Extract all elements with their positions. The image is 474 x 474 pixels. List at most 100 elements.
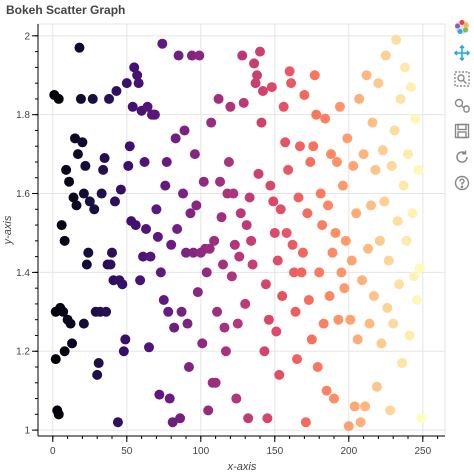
scatter-point (124, 141, 135, 152)
scatter-point (289, 267, 300, 278)
x-axis-label: x-axis (227, 461, 257, 473)
reset-tool-icon[interactable] (449, 144, 474, 170)
scatter-point (367, 117, 378, 128)
scatter-point (241, 220, 252, 231)
scatter-point (345, 314, 356, 325)
scatter-point (376, 338, 387, 349)
scatter-point (397, 358, 408, 369)
scatter-point (232, 318, 243, 329)
scatter-point (145, 251, 156, 262)
scatter-point (361, 70, 372, 81)
scatter-point (84, 196, 95, 207)
scatter-point (355, 417, 366, 428)
scatter-point (309, 70, 320, 81)
scatter-point (243, 413, 254, 424)
scatter-point (61, 164, 72, 175)
scatter-point (77, 137, 88, 148)
scatter-point (53, 409, 64, 420)
scatter-point (408, 271, 419, 282)
scatter-point (176, 306, 187, 317)
scatter-point (351, 208, 362, 219)
scatter-point (280, 137, 291, 148)
scatter-point (340, 235, 351, 246)
scatter-point (398, 180, 409, 191)
y-tick-label: 2 (24, 31, 30, 42)
scatter-point (64, 176, 75, 187)
scatter-point (246, 235, 257, 246)
scatter-point (263, 314, 274, 325)
scatter-point (89, 204, 100, 215)
scatter-point (413, 164, 424, 175)
scatter-point (286, 78, 297, 89)
scatter-point (394, 279, 405, 290)
bokeh-logo-icon[interactable] (449, 14, 474, 40)
scatter-point (266, 82, 277, 93)
scatter-point (377, 145, 388, 156)
bokeh-toolbar (449, 14, 474, 196)
scatter-point (189, 149, 200, 160)
scatter-point (59, 346, 70, 357)
wheel-zoom-tool-icon[interactable] (449, 92, 474, 118)
scatter-point (358, 149, 369, 160)
scatter-point (127, 101, 138, 112)
scatter-point (391, 34, 402, 45)
scatter-point (68, 192, 79, 203)
scatter-point (269, 227, 280, 238)
scatter-point (203, 405, 214, 416)
scatter-point (320, 113, 331, 124)
scatter-point (265, 180, 276, 191)
scatter-point (272, 255, 283, 266)
scatter-point (228, 188, 239, 199)
scatter-point (354, 93, 365, 104)
scatter-point (130, 220, 141, 231)
scatter-point (83, 247, 94, 258)
scatter-point (164, 393, 175, 404)
scatter-point (80, 160, 91, 171)
pan-tool-icon[interactable] (449, 40, 474, 66)
scatter-point (109, 196, 120, 207)
scatter-point (277, 291, 288, 302)
box-zoom-tool-icon[interactable] (449, 66, 474, 92)
scatter-point (96, 188, 107, 199)
scatter-point (382, 302, 393, 313)
scatter-point (78, 318, 89, 329)
scatter-point (172, 224, 183, 235)
scatter-point (333, 314, 344, 325)
scatter-point (179, 125, 190, 136)
scatter-point (306, 334, 317, 345)
scatter-point (368, 291, 379, 302)
scatter-point (204, 243, 215, 254)
y-axis-label: y-axis (2, 215, 14, 245)
scatter-point (115, 184, 126, 195)
scatter-point (349, 401, 360, 412)
scatter-point (329, 393, 339, 404)
scatter-point (404, 330, 415, 341)
scatter-point (229, 239, 240, 250)
scatter-point (268, 196, 279, 207)
help-tool-icon[interactable] (449, 170, 474, 196)
scatter-point (212, 306, 223, 317)
y-tick-label: 1.2 (16, 347, 30, 358)
x-tick-label: 150 (266, 446, 283, 457)
scatter-point (294, 141, 305, 152)
scatter-point (416, 413, 427, 424)
scatter-point (75, 93, 86, 104)
scatter-point (312, 362, 323, 373)
save-tool-icon[interactable] (449, 118, 474, 144)
scatter-point (327, 247, 338, 258)
scatter-point (287, 239, 298, 250)
scatter-point (293, 192, 304, 203)
scatter-point (81, 259, 92, 270)
scatter-point (141, 224, 152, 235)
scatter-point (129, 62, 140, 73)
scatter-point (318, 318, 329, 329)
scatter-point (278, 101, 289, 112)
scatter-point (315, 188, 326, 199)
scatter-point (117, 279, 128, 290)
scatter-point (98, 164, 109, 175)
scatter-point (161, 156, 172, 167)
scatter-point (257, 86, 268, 97)
scatter-point (324, 291, 335, 302)
scatter-point (250, 78, 261, 89)
